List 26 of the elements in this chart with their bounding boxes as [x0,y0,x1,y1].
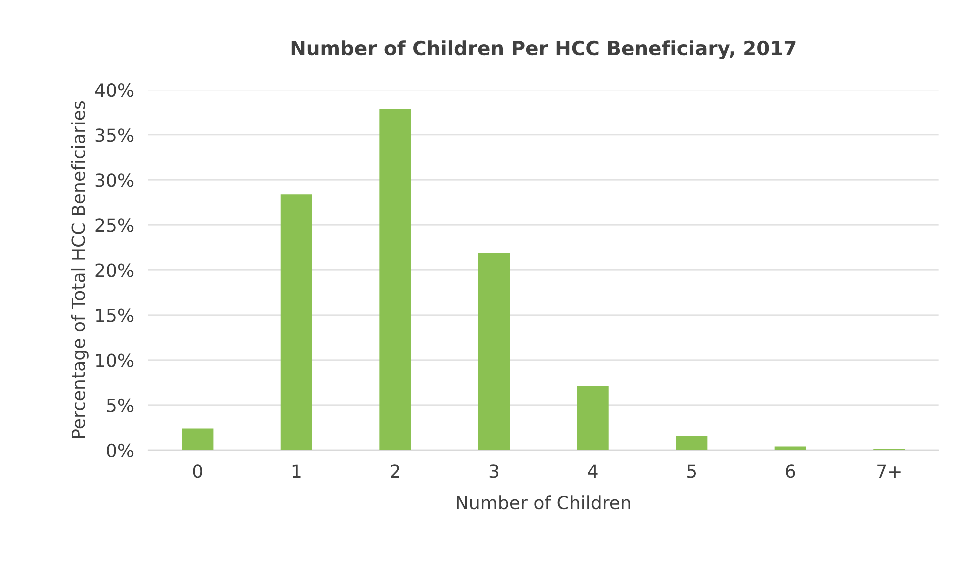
chart-title: Number of Children Per HCC Beneficiary, 2017 [292,40,796,60]
y-tick-label: 35% [96,128,134,142]
bar [676,436,708,450]
y-tick-label: 5% [107,398,134,412]
bar [478,253,510,450]
bar [280,194,312,450]
bar [577,386,609,450]
x-tick-label: 3 [490,464,499,478]
y-tick-label: 15% [96,308,134,322]
x-tick-label: 6 [786,464,796,478]
y-tick-label: 25% [96,218,134,232]
x-axis-title: Number of Children [457,496,630,510]
bar [380,108,412,450]
x-tick-label: 5 [688,464,696,478]
y-tick-label: 40% [95,84,134,98]
y-tick-label: 30% [96,174,134,188]
bar [182,428,214,450]
y-tick-label: 0% [107,444,134,458]
x-tick-label: 7+ [878,464,901,478]
x-tick-label: 1 [292,464,301,478]
y-tick-label: 20% [96,264,134,278]
x-tick-label: 2 [391,464,400,478]
y-axis-title: Percentage of Total HCC Beneficiaries [71,101,89,438]
y-tick-label: 10% [96,354,134,368]
x-tick-label: 0 [193,464,202,478]
x-tick-label: 4 [588,464,598,478]
